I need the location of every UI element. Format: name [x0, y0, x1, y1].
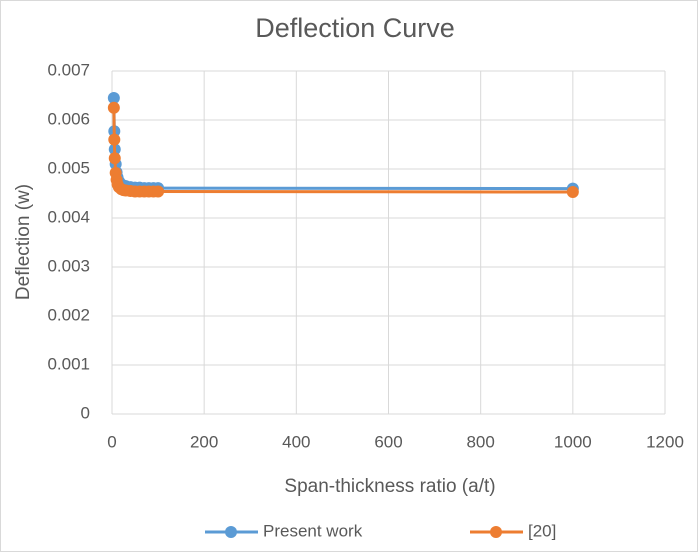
- y-tick-label: 0.004: [47, 207, 90, 226]
- x-tick-label: 200: [190, 432, 218, 451]
- y-tick-label: 0.003: [47, 256, 90, 275]
- x-tick-label: 0: [107, 432, 116, 451]
- legend-label: [20]: [528, 521, 556, 540]
- point: [108, 133, 121, 146]
- y-tick-label: 0.001: [47, 354, 90, 373]
- x-tick-label: 400: [282, 432, 310, 451]
- chart-title: Deflection Curve: [255, 13, 455, 43]
- y-tick-label: 0: [81, 403, 90, 422]
- legend-marker: [490, 526, 502, 538]
- y-tick-label: 0.002: [47, 305, 90, 324]
- y-tick-label: 0.005: [47, 158, 90, 177]
- legend-marker: [225, 526, 237, 538]
- x-tick-label: 1000: [554, 432, 592, 451]
- x-tick-label: 800: [466, 432, 494, 451]
- y-tick-label: 0.006: [47, 109, 90, 128]
- point: [566, 186, 579, 199]
- legend-label: Present work: [263, 521, 363, 540]
- x-tick-label: 1200: [646, 432, 684, 451]
- point: [152, 185, 165, 198]
- y-axis-label: Deflection (w): [13, 184, 34, 300]
- point: [107, 101, 120, 114]
- x-tick-label: 600: [374, 432, 402, 451]
- x-axis-label: Span-thickness ratio (a/t): [284, 476, 495, 497]
- y-tick-label: 0.007: [47, 60, 90, 79]
- point: [107, 91, 120, 104]
- point: [108, 152, 121, 165]
